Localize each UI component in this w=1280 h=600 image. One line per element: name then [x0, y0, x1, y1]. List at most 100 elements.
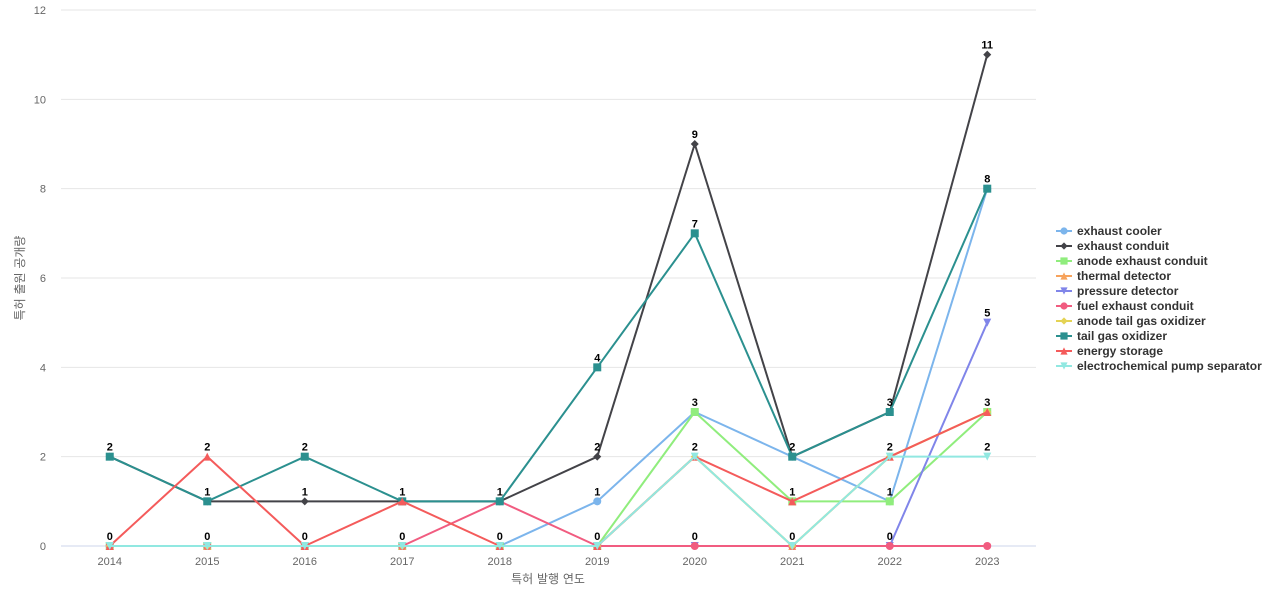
legend-symbol [1056, 316, 1072, 325]
data-point[interactable] [105, 542, 114, 550]
legend-symbol [1056, 226, 1072, 235]
legend-item[interactable]: exhaust conduit [1056, 238, 1262, 253]
legend-label: exhaust conduit [1077, 238, 1170, 253]
data-label: 2 [789, 442, 795, 454]
data-point[interactable] [690, 229, 699, 238]
data-label: 0 [497, 531, 503, 543]
data-point[interactable] [203, 497, 212, 506]
legend-label: fuel exhaust conduit [1077, 298, 1194, 313]
legend-item[interactable]: energy storage [1056, 343, 1262, 358]
data-label: 7 [692, 218, 698, 230]
y-tick-label: 2 [40, 452, 46, 464]
y-axis-title: 특허 출원 공개량 [13, 236, 27, 321]
legend-label: thermal detector [1077, 268, 1172, 283]
legend-item[interactable]: thermal detector [1056, 268, 1262, 283]
data-label: 2 [887, 442, 893, 454]
data-point[interactable] [495, 542, 504, 550]
data-point[interactable] [983, 408, 992, 416]
data-point[interactable] [788, 452, 797, 461]
legend-label: energy storage [1077, 343, 1164, 358]
data-point[interactable] [203, 452, 212, 461]
data-point[interactable] [593, 497, 602, 506]
data-label: 1 [887, 486, 893, 498]
legend-item[interactable]: anode exhaust conduit [1056, 253, 1262, 268]
legend-symbol [1056, 271, 1072, 280]
data-point[interactable] [495, 497, 504, 506]
data-label: 0 [692, 531, 698, 543]
x-axis: 2014 2015 2016 2017 2018 2019 2020 2021 2022 2023 [98, 556, 1000, 568]
data-label: 1 [399, 486, 405, 498]
data-point[interactable] [300, 542, 309, 550]
x-axis-title: 특허 발행 연도 [511, 571, 585, 586]
data-point[interactable] [690, 140, 699, 148]
data-point[interactable] [788, 542, 797, 550]
y-tick-label: 4 [40, 362, 46, 374]
data-point[interactable] [885, 408, 894, 416]
data-point[interactable] [983, 318, 992, 327]
legend-symbol [1056, 331, 1072, 340]
legend-item[interactable]: fuel exhaust conduit [1056, 298, 1262, 313]
data-label: 0 [204, 531, 210, 543]
data-point[interactable] [788, 497, 797, 506]
legend-symbol [1056, 346, 1072, 355]
data-point[interactable] [885, 452, 894, 461]
data-point[interactable] [983, 50, 992, 59]
data-point[interactable] [300, 452, 309, 461]
data-point[interactable] [983, 184, 992, 193]
legend-label: electrochemical pump separator [1077, 358, 1262, 373]
data-point[interactable] [983, 542, 992, 550]
grid-lines [61, 9, 1036, 547]
series-line [108, 187, 989, 503]
data-point[interactable] [690, 542, 699, 550]
data-label: 4 [594, 352, 601, 364]
data-point[interactable] [593, 542, 602, 550]
x-tick-label: 2015 [195, 556, 219, 568]
data-labels: 2 0 2 1 0 2 1 0 1 0 1 0 4 2 1 0 9 7 3 2 0 2 1 0 3 2 1 0 11 8 5 3 2 [107, 40, 993, 543]
x-tick-label: 2020 [683, 556, 707, 568]
data-point[interactable] [983, 452, 992, 461]
data-label: 3 [887, 397, 893, 409]
data-point[interactable] [885, 542, 894, 550]
legend-symbol [1056, 241, 1072, 250]
legend-symbol [1056, 286, 1072, 295]
x-tick-label: 2018 [488, 556, 512, 568]
data-point[interactable] [885, 497, 894, 506]
data-label: 2 [984, 442, 990, 454]
x-tick-label: 2017 [390, 556, 414, 568]
data-label: 2 [594, 442, 600, 454]
legend-label: anode exhaust conduit [1077, 253, 1208, 268]
data-point[interactable] [690, 452, 699, 461]
data-point[interactable] [203, 542, 212, 550]
legend-symbol [1056, 361, 1072, 370]
data-point[interactable] [593, 363, 602, 372]
data-point[interactable] [398, 542, 407, 550]
x-tick-label: 2014 [98, 556, 122, 568]
series-line [108, 455, 989, 547]
y-tick-label: 12 [34, 5, 46, 17]
legend-item[interactable]: anode tail gas oxidizer [1056, 313, 1262, 328]
data-point[interactable] [398, 497, 407, 506]
legend-item[interactable]: tail gas oxidizer [1056, 328, 1262, 343]
data-point[interactable] [690, 408, 699, 416]
legend-item[interactable]: exhaust cooler [1056, 223, 1262, 238]
data-point[interactable] [300, 497, 309, 506]
data-label: 2 [204, 442, 210, 454]
x-tick-label: 2022 [878, 556, 902, 568]
series-10 [105, 452, 992, 550]
y-tick-label: 10 [34, 94, 46, 106]
data-label: 1 [789, 486, 795, 498]
data-label: 0 [302, 531, 308, 543]
data-label: 8 [984, 174, 990, 186]
series-8 [105, 184, 992, 506]
data-label: 2 [302, 442, 308, 454]
legend-item[interactable]: pressure detector [1056, 283, 1262, 298]
legend-symbol [1056, 301, 1072, 310]
y-tick-label: 8 [40, 184, 46, 196]
data-point[interactable] [593, 452, 602, 461]
legend: exhaust cooler exhaust conduit anode exhau… [1056, 223, 1262, 373]
data-label: 11 [981, 40, 993, 52]
data-point[interactable] [105, 452, 114, 461]
data-label: 9 [692, 129, 698, 141]
legend-item[interactable]: electrochemical pump separator [1056, 358, 1262, 373]
